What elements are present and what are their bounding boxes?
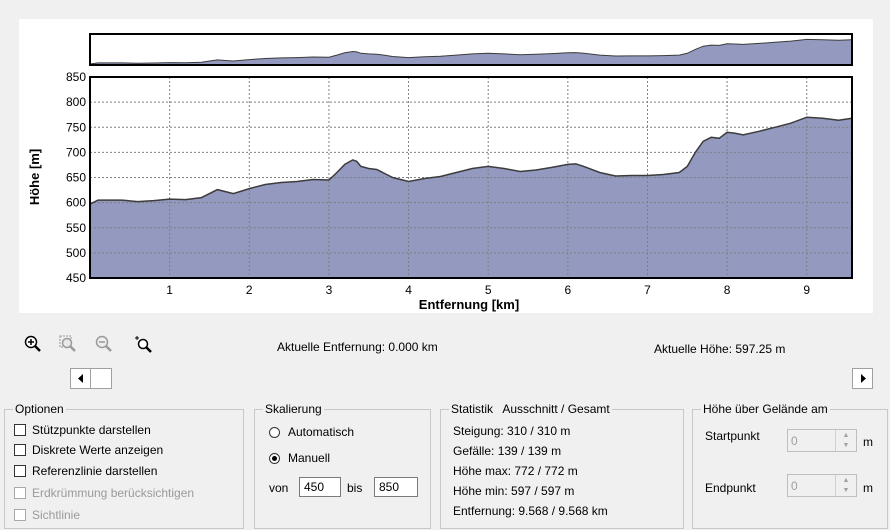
zoom-area-icon: [59, 335, 76, 352]
horizontal-scrollbar[interactable]: [70, 368, 874, 390]
zoom-in-icon: [24, 335, 41, 352]
overview-line: [89, 38, 853, 65]
x-tick-label: 6: [564, 283, 571, 297]
start-unit-label: m: [863, 435, 873, 449]
zoom-fit-icon: [135, 336, 152, 353]
option-earth-curvature: Erdkrümmung berücksichtigen: [14, 486, 194, 500]
x-tick-label: 2: [246, 283, 253, 297]
y-tick-label: 700: [66, 145, 86, 159]
checkbox[interactable]: [14, 444, 26, 456]
option-label: Diskrete Werte anzeigen: [32, 443, 164, 457]
to-label: bis: [347, 481, 363, 495]
x-tick-label: 9: [803, 283, 810, 297]
zoom-in-button[interactable]: [23, 334, 43, 354]
current-height-text: Aktuelle Höhe: 597.25 m: [654, 342, 786, 356]
radio-button[interactable]: [269, 452, 280, 464]
y-tick-label: 800: [66, 95, 86, 109]
options-title: Optionen: [13, 402, 66, 416]
option-line-of-sight: Sichtlinie: [14, 508, 80, 522]
start-point-label: Startpunkt: [705, 429, 760, 443]
option-reference-line[interactable]: Referenzlinie darstellen: [14, 464, 157, 478]
x-tick-label: 7: [644, 283, 651, 297]
terrain-height-group: Höhe über Gelände am Startpunkt 0 ▲ ▼ m …: [692, 402, 888, 529]
terrain-title: Höhe über Gelände am: [701, 402, 830, 416]
main-chart[interactable]: 1 2 3 4 5 6 7 8 9 450 500 550 600 650 700 750 800 850: [66, 70, 853, 297]
scroll-left-button[interactable]: [70, 368, 91, 389]
end-unit-label: m: [863, 481, 873, 495]
plot-frame: [89, 76, 853, 279]
y-tick-label: 850: [66, 70, 86, 84]
option-label: Sichtlinie: [32, 508, 81, 522]
radio-label: Automatisch: [288, 425, 355, 439]
checkbox[interactable]: [14, 465, 26, 477]
stat-descent: Gefälle: 139 / 139 m: [453, 444, 562, 458]
radio-automatic[interactable]: Automatisch: [269, 425, 354, 439]
elevation-area: [90, 117, 852, 278]
y-tick-label: 750: [66, 120, 86, 134]
spin-down-icon: ▼: [842, 441, 850, 449]
x-tick-label: 1: [166, 283, 173, 297]
stat-ascent: Steigung: 310 / 310 m: [453, 424, 571, 438]
from-input[interactable]: [299, 477, 341, 497]
scaling-title: Skalierung: [263, 402, 324, 416]
spin-up-icon: ▲: [842, 431, 850, 439]
end-point-label: Endpunkt: [705, 481, 756, 495]
radio-label: Manuell: [288, 451, 331, 465]
spin-up-icon: ▲: [842, 476, 850, 484]
x-tick-label: 3: [326, 283, 333, 297]
elevation-line: [89, 116, 853, 205]
scaling-group: Skalierung Automatisch Manuell von bis: [254, 402, 431, 529]
option-label: Erdkrümmung berücksichtigen: [32, 486, 195, 500]
x-tick-label: 5: [485, 283, 492, 297]
option-support-points[interactable]: Stützpunkte darstellen: [14, 423, 151, 437]
statistics-group: Statistik Ausschnitt / Gesamt Steigung: …: [440, 402, 684, 529]
y-tick-label: 450: [66, 271, 86, 285]
overview-area: [90, 39, 852, 65]
scroll-right-button[interactable]: [852, 368, 873, 389]
overview-chart[interactable]: [89, 33, 853, 66]
option-label: Referenzlinie darstellen: [32, 464, 158, 478]
profile-chart-panel[interactable]: 1 2 3 4 5 6 7 8 9 450 500 550 600 650 700 750 800 850 Ent…: [19, 19, 873, 313]
checkbox: [14, 509, 26, 521]
x-tick-label: 8: [724, 283, 731, 297]
y-tick-label: 650: [66, 171, 86, 185]
y-axis-label: Höhe [m]: [27, 149, 42, 205]
y-tick-label: 600: [66, 196, 86, 210]
start-point-value: 0: [791, 434, 798, 448]
y-tick-label: 550: [66, 221, 86, 235]
current-distance-text: Aktuelle Entfernung: 0.000 km: [277, 340, 438, 354]
zoom-out-icon: [95, 335, 112, 352]
option-label: Stützpunkte darstellen: [32, 423, 151, 437]
stat-height-min: Höhe min: 597 / 597 m: [453, 484, 575, 498]
start-point-spinner: 0 ▲ ▼: [787, 429, 857, 452]
zoom-area-button[interactable]: [58, 334, 78, 354]
checkbox[interactable]: [14, 424, 26, 436]
zoom-fit-button[interactable]: [133, 334, 153, 354]
from-label: von: [269, 481, 289, 495]
end-point-spinner: 0 ▲ ▼: [787, 474, 857, 497]
options-group: Optionen Stützpunkte darstellen Diskrete…: [4, 402, 244, 529]
statistics-title: Statistik Ausschnitt / Gesamt: [449, 402, 612, 416]
to-input[interactable]: [374, 477, 418, 497]
checkbox: [14, 487, 26, 499]
arrow-left-icon: [77, 374, 83, 383]
y-tick-label: 500: [66, 246, 86, 260]
scroll-thumb[interactable]: [90, 368, 112, 389]
spin-down-icon: ▼: [842, 486, 850, 494]
arrow-right-icon: [860, 374, 866, 383]
x-axis-label: Entfernung [km]: [419, 297, 519, 312]
x-tick-label: 4: [405, 283, 412, 297]
elevation-chart[interactable]: 1 2 3 4 5 6 7 8 9 450 500 550 600 650 700 750 800 850 Ent…: [19, 19, 873, 313]
stat-height-max: Höhe max: 772 / 772 m: [453, 464, 578, 478]
option-discrete-values[interactable]: Diskrete Werte anzeigen: [14, 443, 163, 457]
zoom-out-button[interactable]: [94, 334, 114, 354]
overview-frame: [89, 33, 853, 66]
stat-distance: Entfernung: 9.568 / 9.568 km: [453, 504, 608, 518]
end-point-value: 0: [791, 479, 798, 493]
radio-button[interactable]: [269, 426, 280, 438]
radio-manual[interactable]: Manuell: [269, 451, 330, 465]
